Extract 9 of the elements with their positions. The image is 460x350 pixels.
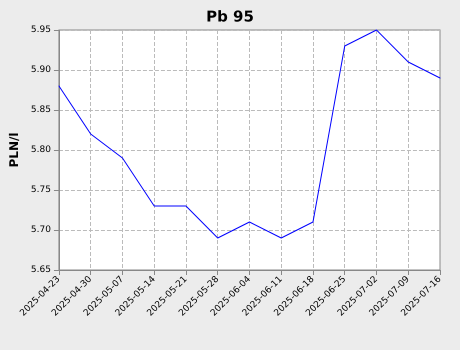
y-tick-label: 5.90 — [30, 65, 52, 75]
y-tick-label: 5.70 — [30, 225, 52, 235]
y-tick-label: 5.65 — [30, 265, 51, 275]
y-tick-label: 5.75 — [30, 185, 51, 195]
y-tick-label: 5.95 — [30, 25, 51, 35]
chart-title: Pb 95 — [206, 8, 254, 26]
y-tick-label: 5.80 — [30, 145, 52, 155]
y-axis-title: PLN/l — [7, 132, 21, 168]
y-tick-label: 5.85 — [30, 105, 51, 115]
